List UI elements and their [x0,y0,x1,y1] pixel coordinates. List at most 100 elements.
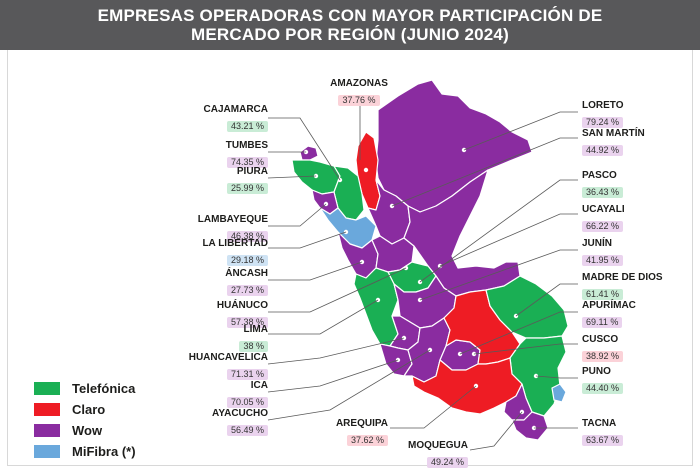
region-pct: 29.18 % [226,255,268,266]
region-pct: 36.43 % [582,187,624,198]
region-pct: 71.31 % [226,369,268,380]
region-pct: 38.92 % [582,351,624,362]
header-banner: EMPRESAS OPERADORAS CON MAYOR PARTICIPAC… [0,0,700,50]
legend-swatch [34,382,60,395]
leader-moquegua [469,411,523,451]
region-madre-de-dios[interactable] [485,275,569,339]
label-pasco: PASCO 36.43 % [582,170,700,200]
legend-item-wow: Wow [34,420,136,441]
legend-swatch [34,445,60,458]
region-pct: 69.11 % [582,317,623,328]
region-pct: 46.38 % [226,231,268,242]
leader-piura [267,175,317,179]
region-name: JUNÍN [582,238,613,249]
region-pct: 66.22 % [582,221,624,232]
leader-puno [535,375,578,379]
label-ayacucho: AYACUCHO 56.49 % [138,408,268,438]
region-name: PASCO [582,170,617,181]
map-frame [7,50,693,466]
region-name: AYACUCHO [212,408,268,419]
region-name: HUANCAVELICA [188,352,268,363]
legend-item-telefonica: Telefónica [34,378,136,399]
leader-loreto [463,111,578,151]
region-pct: 27.73 % [226,285,268,296]
label-loreto: LORETO 79.24 % [582,100,700,130]
legend-label: Claro [72,402,106,417]
legend-swatch [34,403,60,416]
region-name: ÁNCASH [225,268,268,279]
legend-item-mifibra: MiFibra (*) [34,441,136,462]
leader-ayacucho [267,349,431,421]
label-san-martin: SAN MARTÍN 44.92 % [582,128,700,158]
label-piura: PIURA 25.99 % [138,166,268,196]
label-junin: JUNÍN 41.95 % [582,238,700,268]
region-name: HUÁNUCO [216,300,268,311]
label-ancash: ÁNCASH 27.73 % [138,268,268,298]
legend-item-claro: Claro [34,399,136,420]
region-pct: 57.38 % [226,317,268,328]
region-pct: 44.92 % [582,145,624,156]
leader-san-martin [391,137,578,207]
region-pct: 43.21 % [226,121,268,132]
region-name: APURÍMAC [582,300,636,311]
region-arequipa[interactable] [411,357,523,415]
region-pct: 56.49 % [226,425,268,436]
title-line-1: EMPRESAS OPERADORAS CON MAYOR PARTICIPAC… [97,6,603,25]
leader-huanuco [268,267,407,313]
region-pct: 74.35 % [226,157,268,168]
region-pct: 44.40 % [582,383,624,394]
legend-swatch [34,424,60,437]
leader-junin [419,249,578,301]
region-pct: 25.99 % [226,183,268,194]
leader-ucayali [439,213,578,267]
region-tumbes[interactable] [299,145,319,161]
lake-titicaca [551,383,567,403]
label-moquegua: MOQUEGUA 49.24 % [338,440,468,470]
region-name: PIURA [236,166,268,177]
region-name: CUSCO [582,334,619,345]
label-cusco: CUSCO 38.92 % [582,334,700,364]
label-huanuco: HUÁNUCO 57.38 % [138,300,268,330]
region-pct: 41.95 % [582,255,624,266]
region-name: ICA [250,380,268,391]
label-arequipa: AREQUIPA 37.62 % [258,418,388,448]
region-name: UCAYALI [582,204,625,215]
leader-la-libertad [268,231,347,249]
region-pct: 63.67 % [582,435,624,446]
region-name: PUNO [582,366,611,377]
region-name: TUMBES [225,140,268,151]
region-name: SAN MARTÍN [582,128,645,139]
leader-cusco [473,343,578,355]
region-name: LA LIBERTAD [202,238,268,249]
legend-label: Wow [72,423,103,438]
region-pct: 61.41 % [582,289,624,300]
legend: Telefónica Claro Wow MiFibra (*) [34,378,136,462]
label-madre-de-dios: MADRE DE DIOS 61.41 % [582,272,700,302]
label-lambayeque: LAMBAYEQUE 46.38 % [138,214,268,244]
leader-arequipa [390,385,477,429]
label-cajamarca: CAJAMARCA 43.21 % [138,104,268,134]
leader-lima [268,299,379,335]
leader-ancash [268,261,363,281]
region-name: AREQUIPA [335,418,388,429]
title-line-2: MERCADO POR REGIÓN (JUNIO 2024) [191,25,509,44]
region-pct: 38 % [239,341,268,352]
label-ucayali: UCAYALI 66.22 % [582,204,700,234]
label-huancavelica: HUANCAVELICA 71.31 % [138,352,268,382]
leader-lambayeque [268,203,327,227]
region-lima[interactable] [353,267,399,347]
label-lima: LIMA 38 % [138,324,268,354]
leader-ica [267,359,399,393]
region-name: CAJAMARCA [203,104,268,115]
leader-huancavelica [267,337,405,365]
region-name: LORETO [582,100,624,111]
region-name: AMAZONAS [330,78,388,89]
legend-label: Telefónica [72,381,136,396]
region-pct: 37.76 % [338,95,380,106]
label-tumbes: TUMBES 74.35 % [138,140,268,170]
legend-label: MiFibra (*) [72,444,136,459]
region-pct: 37.62 % [346,435,388,446]
leader-apurimac [459,311,578,355]
region-pct: 79.24 % [582,117,624,128]
